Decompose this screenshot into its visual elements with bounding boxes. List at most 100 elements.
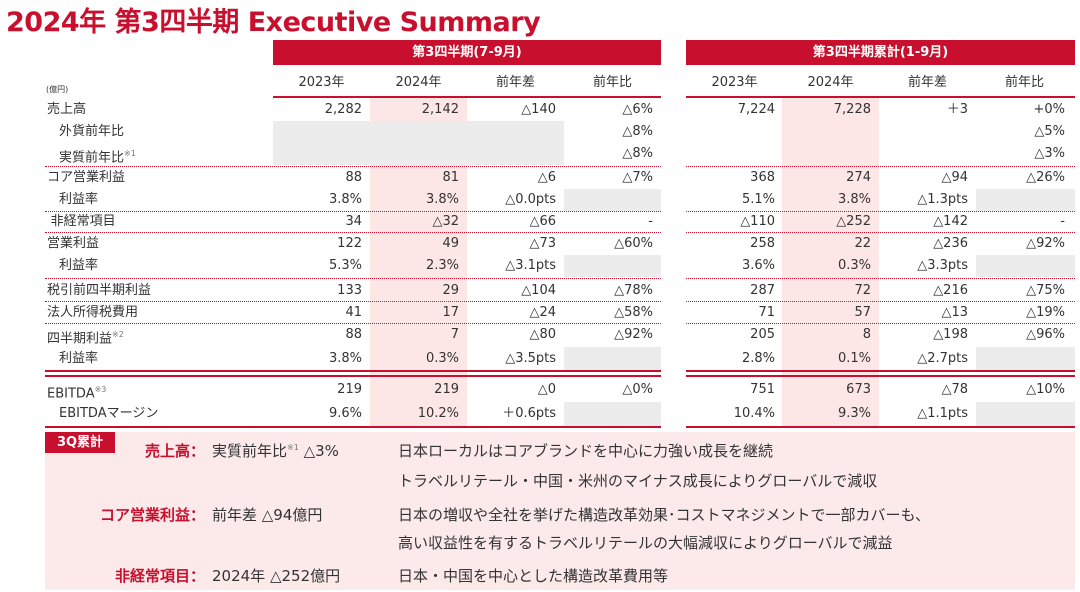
ytd-cell	[976, 347, 1073, 370]
column-header: 前年差	[907, 75, 947, 90]
ytd-cell	[686, 121, 783, 143]
row-label-text: 営業利益	[47, 236, 100, 251]
q3-cell: △58%	[614, 305, 653, 320]
q3-cell: 5.3%	[328, 258, 362, 273]
q3-cell: △24	[529, 305, 556, 320]
q3-cell: 3.8%	[328, 351, 362, 366]
q3-cell: 17	[442, 305, 459, 320]
row-label-text: 売上高	[47, 102, 87, 117]
q3-cell: 88	[345, 170, 362, 185]
row-label-text: 利益率	[59, 192, 99, 207]
ytd-cell: △26%	[1026, 170, 1065, 185]
table-row: EBITDA※3 219 219 △0 △0% 751 673 △78 △10%	[45, 378, 1075, 402]
summary-comment: 日本の増収や全社を挙げた構造改革効果･コストマネジメントで一部カバーも、	[398, 506, 931, 524]
ytd-cell: △142	[933, 214, 968, 229]
summary-item: コア営業利益：	[100, 504, 205, 525]
ytd-cell: 9.3%	[837, 406, 871, 421]
summary-key: コア営業利益：	[99, 506, 205, 524]
ytd-cell: △2.7pts	[917, 351, 968, 366]
summary-tag: 3Q累計	[45, 432, 115, 453]
ytd-cell: 10.4%	[733, 406, 775, 421]
q3-cell: 7	[450, 327, 459, 342]
footnote-mark: ※3	[94, 385, 107, 394]
table-row: 営業利益 122 49 △73 △60% 258 22 △236 △92%	[45, 233, 1075, 255]
summary-value-text: 実質前年比	[212, 442, 288, 460]
q3-cell: 81	[442, 170, 459, 185]
ytd-cell: △1.1pts	[917, 406, 968, 421]
column-header: 2024年	[395, 75, 442, 90]
row-label-text: 利益率	[59, 258, 99, 273]
q3-cell: △78%	[614, 283, 653, 298]
ytd-cell: △216	[933, 283, 968, 298]
row-label: 実質前年比※1	[59, 143, 136, 169]
q3-cell	[467, 121, 564, 143]
ytd-block-header: 第3四半期累計(1-9月)	[686, 40, 1075, 65]
ytd-cell: △92%	[1026, 236, 1065, 251]
q3-cell: △8%	[622, 124, 653, 139]
q3-cell: △0%	[622, 382, 653, 397]
q3-cell: 34	[345, 214, 362, 229]
ytd-cell: 0.3%	[837, 258, 871, 273]
summary-comment: トラベルリテール・中国・米州のマイナス成長によりグローバルで減収	[398, 472, 878, 490]
footnote-mark: ※2	[112, 330, 124, 339]
row-label-text: 四半期利益	[47, 331, 113, 347]
ytd-cell: 274	[846, 170, 871, 185]
q3-cell	[564, 347, 661, 370]
row-label: EBITDA※3	[47, 378, 106, 406]
empty-cell	[564, 189, 661, 211]
summary-comment: 高い収益性を有するトラベルリテールの大幅減収によりグローバルで減益	[398, 534, 893, 552]
ytd-cell	[976, 189, 1073, 211]
q3-cell: △0.0pts	[505, 192, 556, 207]
row-label: 営業利益	[47, 233, 99, 255]
q3-cell: △8%	[622, 146, 653, 161]
row-label-text: EBITDA	[47, 386, 95, 402]
q3-cell: 219	[337, 382, 362, 397]
q3-cell: △80	[529, 327, 556, 342]
q3-cell: 3.8%	[425, 192, 459, 207]
q3-cell: 2.3%	[425, 258, 459, 273]
q3-cell	[564, 255, 661, 277]
section-line	[45, 370, 661, 372]
table-row: 利益率 5.3% 2.3% △3.1pts 3.6% 0.3% △3.3pts	[45, 255, 1075, 277]
ytd-cell: △3.3pts	[917, 258, 968, 273]
summary-box	[45, 432, 1075, 590]
table-row: 税引前四半期利益 133 29 △104 △78% 287 72 △216 △75%	[45, 280, 1075, 302]
column-header: 2024年	[807, 75, 854, 90]
summary-item: 非経常項目：	[115, 565, 205, 586]
q3-cell: △0	[537, 382, 556, 397]
q3-cell: 10.2%	[417, 406, 459, 421]
empty-cell	[564, 402, 661, 426]
q3-cell: -	[648, 214, 653, 229]
ytd-cell: 7,228	[833, 102, 871, 117]
ytd-cell: △75%	[1026, 283, 1065, 298]
q3-cell	[467, 143, 564, 165]
ytd-cell	[976, 402, 1073, 426]
summary-key: 非経常項目：	[114, 567, 205, 585]
ytd-cell: △13	[941, 305, 968, 320]
summary-value-text: 2024年 △252億円	[212, 567, 341, 585]
row-label: 税引前四半期利益	[47, 280, 151, 302]
summary-value: 実質前年比※1 △3%	[212, 440, 339, 461]
q3-cell: 2,282	[324, 102, 362, 117]
summary-value: 2024年 △252億円	[212, 565, 340, 586]
footnote-mark: ※1	[124, 149, 136, 158]
row-label-text: 利益率	[59, 351, 99, 366]
section-line	[45, 426, 661, 428]
row-label: 法人所得税費用	[47, 302, 138, 324]
ytd-cell: 7,224	[737, 102, 775, 117]
summary-comment: 日本ローカルはコアブランドを中心に力強い成長を継続	[398, 442, 774, 460]
row-label-text: 実質前年比	[59, 150, 125, 166]
ytd-cell: 2.8%	[741, 351, 775, 366]
q3-cell: 219	[434, 382, 459, 397]
table-row: 実質前年比※1 △8% △3%	[45, 143, 1075, 165]
q3-cell: △104	[521, 283, 556, 298]
ytd-cell: △236	[933, 236, 968, 251]
row-divider	[45, 323, 1075, 324]
ytd-cell: △252	[836, 214, 871, 229]
row-label: 売上高	[47, 99, 86, 121]
summary-value-text: 前年差 △94億円	[212, 506, 323, 524]
block-gap	[661, 97, 685, 429]
empty-cell	[976, 255, 1075, 277]
header-line	[273, 96, 661, 98]
q3-cell	[564, 189, 661, 211]
